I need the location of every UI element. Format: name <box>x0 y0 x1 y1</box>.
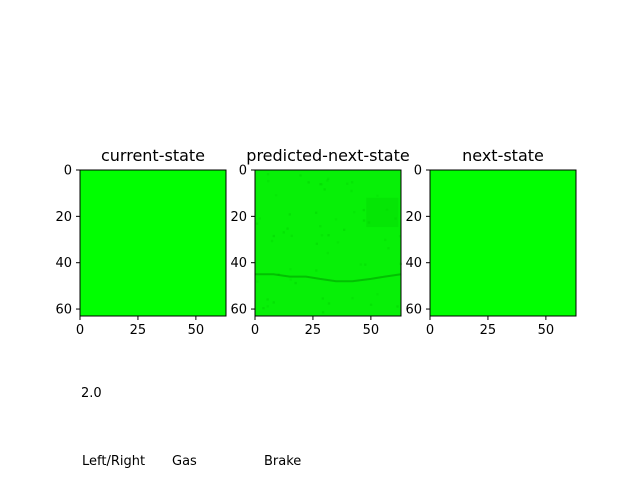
shade-region <box>366 197 399 228</box>
texture-pixel <box>289 268 292 271</box>
texture-pixel <box>256 280 259 283</box>
x-tick-label: 25 <box>130 323 147 338</box>
texture-pixel <box>282 231 285 234</box>
y-tick-label: 20 <box>55 210 72 225</box>
x-tick-label: 50 <box>188 323 205 338</box>
texture-pixel <box>288 213 291 216</box>
dark-band <box>255 273 402 283</box>
texture-pixel <box>359 263 362 266</box>
texture-pixel <box>289 278 292 281</box>
y-tick-label: 60 <box>230 303 247 318</box>
texture-pixel <box>369 303 373 306</box>
texture-pixel <box>270 239 274 243</box>
texture-pixel <box>315 242 318 245</box>
gas-label: Gas <box>172 454 197 469</box>
x-tick-label: 0 <box>76 323 84 338</box>
texture-pixel <box>362 208 365 212</box>
texture-pixel <box>321 297 324 300</box>
panel-image-0 <box>80 170 226 316</box>
y-tick-label: 20 <box>230 210 247 225</box>
texture-pixel <box>398 235 402 238</box>
y-tick-label: 60 <box>405 303 422 318</box>
texture-pixel <box>362 219 366 222</box>
texture-pixel <box>364 263 367 266</box>
x-tick-label: 0 <box>426 323 434 338</box>
y-tick-label: 60 <box>55 303 72 318</box>
texture-pixel <box>307 181 310 184</box>
texture-pixel <box>346 182 349 185</box>
texture-pixel <box>367 221 371 224</box>
texture-pixel <box>266 305 269 308</box>
texture-pixel <box>326 179 329 182</box>
texture-pixel <box>323 188 326 191</box>
texture-pixel <box>327 302 331 305</box>
texture-pixel <box>267 179 270 183</box>
texture-pixel <box>376 293 379 296</box>
panel-image-2 <box>430 170 576 316</box>
texture-pixel <box>376 194 379 197</box>
texture-pixel <box>256 222 259 225</box>
texture-pixel <box>351 296 354 300</box>
texture-pixel <box>299 174 302 177</box>
texture-pixel <box>336 241 340 244</box>
y-tick-label: 40 <box>55 256 72 271</box>
y-tick-label: 40 <box>230 256 247 271</box>
left-right-label: Left/Right <box>82 454 146 469</box>
texture-pixel <box>387 247 390 250</box>
texture-pixel <box>321 311 325 314</box>
texture-pixel <box>314 211 318 214</box>
texture-pixel <box>350 181 354 184</box>
panel-frame-1 <box>254 169 402 317</box>
y-tick-label: 0 <box>64 164 72 179</box>
texture-pixel <box>262 307 265 310</box>
texture-pixel <box>319 225 322 228</box>
x-tick-label: 50 <box>363 323 380 338</box>
texture-pixel <box>258 217 261 220</box>
texture-pixel <box>290 234 293 238</box>
y-tick-label: 0 <box>414 164 422 179</box>
y-tick-label: 20 <box>405 210 422 225</box>
texture-pixel <box>320 183 324 186</box>
value-readout: 2.0 <box>81 386 102 401</box>
panel-frame-0 <box>79 169 227 317</box>
texture-pixel <box>319 183 322 186</box>
panel-title-1: predicted-next-state <box>246 146 409 165</box>
texture-pixel <box>350 189 353 193</box>
panel-title-0: current-state <box>101 146 205 165</box>
texture-pixel <box>396 305 399 308</box>
texture-pixel <box>394 217 397 220</box>
panel-title-2: next-state <box>462 146 544 165</box>
x-tick-label: 0 <box>251 323 259 338</box>
texture-pixel <box>274 194 278 197</box>
panel-image-1 <box>255 170 401 316</box>
x-tick-label: 25 <box>305 323 322 338</box>
y-tick-label: 40 <box>405 256 422 271</box>
texture-pixel <box>327 234 330 237</box>
texture-pixel <box>272 234 275 238</box>
panel-frame-2 <box>429 169 577 317</box>
y-tick-label: 0 <box>239 164 247 179</box>
texture-pixel <box>266 298 269 301</box>
texture-pixel <box>320 234 324 237</box>
texture-pixel <box>343 228 346 231</box>
texture-pixel <box>385 208 389 211</box>
x-tick-label: 50 <box>538 323 555 338</box>
texture-pixel <box>327 177 330 180</box>
texture-pixel <box>326 251 329 255</box>
x-tick-label: 25 <box>480 323 497 338</box>
texture-pixel <box>294 281 297 285</box>
texture-pixel <box>272 301 275 304</box>
texture-pixel <box>334 218 338 221</box>
texture-pixel <box>266 173 270 176</box>
texture-pixel <box>384 238 387 242</box>
texture-pixel <box>353 211 356 214</box>
texture-pixel <box>286 227 289 230</box>
texture-pixel <box>315 269 318 272</box>
brake-label: Brake <box>264 454 302 469</box>
